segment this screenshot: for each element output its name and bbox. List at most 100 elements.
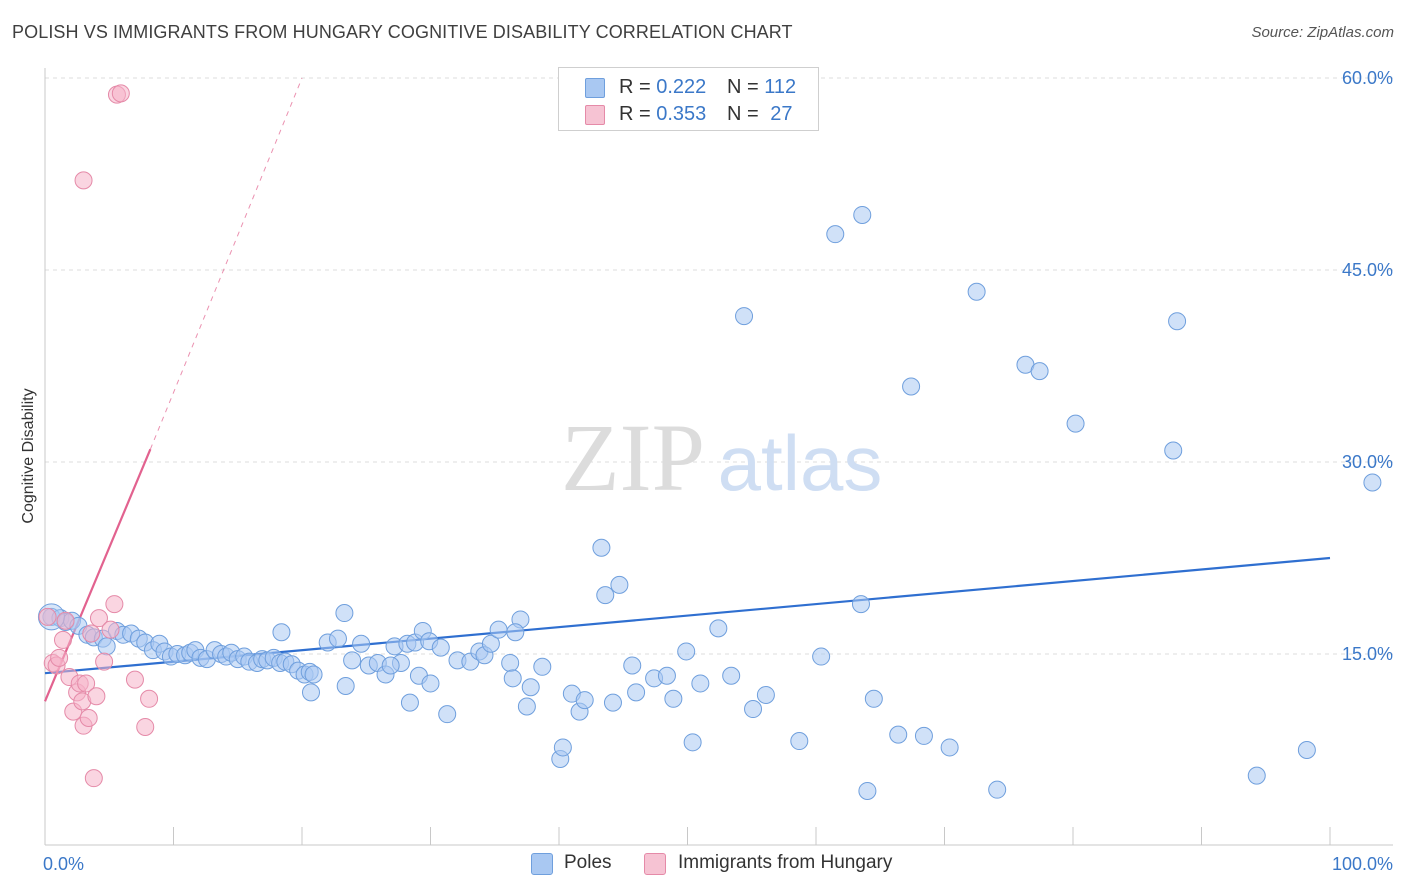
hungary-point [74, 171, 93, 190]
y-tick-label: 15.0% [1342, 644, 1393, 664]
hungary-swatch [644, 853, 666, 875]
poles-point [858, 781, 877, 800]
hungary-point [53, 630, 72, 649]
poles-point [889, 725, 908, 744]
poles-point [914, 726, 933, 745]
poles-point [438, 705, 457, 724]
poles-point [864, 689, 883, 708]
hungary-point [82, 624, 101, 643]
poles-point [691, 674, 710, 693]
x-tick-label: 0.0% [43, 854, 84, 874]
poles-point [328, 629, 347, 648]
poles-point [657, 666, 676, 685]
poles-point [489, 620, 508, 639]
y-tick-label: 45.0% [1342, 260, 1393, 280]
y-tick-label: 60.0% [1342, 68, 1393, 88]
poles-point [335, 604, 354, 623]
legend-r-label: R = [619, 76, 651, 98]
legend-row-poles: R = 0.222 N = 112 [559, 74, 818, 100]
poles-point [790, 732, 809, 751]
hungary-point [87, 687, 106, 706]
hungary-point [38, 607, 57, 626]
watermark-zip: ZIP [561, 404, 705, 511]
poles-point [664, 689, 683, 708]
poles-point [709, 619, 728, 638]
poles-points [37, 205, 1382, 800]
hungary-point [105, 595, 124, 614]
poles-point [967, 282, 986, 301]
x-tick-labels: 0.0% 100.0% [43, 854, 1393, 874]
poles-point [627, 683, 646, 702]
poles-point [735, 307, 754, 326]
hungary-point [79, 709, 98, 727]
legend-label-hungary: Immigrants from Hungary [678, 852, 893, 873]
y-axis-label: Cognitive Disability [20, 388, 37, 523]
hungary-points [38, 84, 159, 788]
hungary-trend-extension [149, 77, 303, 450]
hungary-point [56, 611, 75, 630]
poles-point [812, 647, 831, 666]
hungary-point [125, 670, 144, 689]
poles-point [756, 685, 775, 704]
legend-n-label: N = [727, 103, 759, 125]
poles-point [481, 634, 500, 653]
poles-point [431, 638, 450, 657]
watermark: ZIP atlas [561, 404, 882, 511]
legend-label-poles: Poles [564, 852, 612, 873]
legend-r-value: 0.222 [656, 76, 707, 98]
axes [44, 68, 1393, 846]
poles-point [677, 642, 696, 661]
poles-point [826, 225, 845, 244]
poles-point [592, 538, 611, 557]
poles-point [1030, 362, 1049, 381]
poles-point [352, 634, 371, 653]
poles-point [1363, 473, 1382, 492]
poles-point [421, 674, 440, 693]
poles-point [304, 665, 323, 684]
poles-point [575, 691, 594, 710]
y-tick-label: 30.0% [1342, 452, 1393, 472]
poles-point [1066, 414, 1085, 433]
hungary-point [95, 652, 114, 671]
poles-point [553, 738, 572, 757]
watermark-atlas: atlas [718, 419, 883, 507]
legend-n-label: N = [727, 76, 759, 98]
legend-r-value: 0.353 [656, 103, 707, 125]
chart-source: Source: ZipAtlas.com [1251, 24, 1394, 41]
poles-point [1247, 766, 1266, 785]
poles-point [343, 651, 362, 670]
poles-point [301, 683, 320, 702]
poles-point [501, 653, 520, 672]
legend-r-label: R = [619, 103, 651, 125]
poles-point [400, 693, 419, 712]
poles-point [744, 700, 763, 719]
y-tick-labels: 15.0% 30.0% 45.0% 60.0% [1342, 68, 1393, 664]
x-tick-label: 100.0% [1332, 854, 1393, 874]
legend-n-value: 27 [770, 103, 793, 125]
poles-point [1164, 441, 1183, 460]
poles-point [381, 656, 400, 675]
poles-point [1297, 741, 1316, 759]
hungary-point [111, 84, 130, 103]
poles-swatch [531, 853, 553, 875]
grid-lines [45, 77, 1393, 655]
poles-point [603, 693, 622, 712]
poles-point [722, 666, 741, 685]
poles-point [902, 377, 921, 396]
poles-point [853, 205, 872, 224]
hungary-point [136, 717, 155, 736]
chart-title: POLISH VS IMMIGRANTS FROM HUNGARY COGNIT… [12, 22, 793, 42]
trend-lines [43, 77, 1331, 702]
hungary-point [89, 609, 108, 628]
poles-point [97, 637, 116, 656]
poles-point [517, 697, 536, 716]
poles-point [506, 623, 525, 642]
correlation-legend: R = 0.222 N = 112 R = 0.353 N = 27 [558, 67, 819, 131]
poles-point [521, 678, 540, 697]
poles-point [851, 595, 870, 614]
poles-point [272, 623, 291, 642]
poles-swatch [585, 78, 605, 98]
poles-point [1168, 312, 1187, 331]
poles-point [683, 733, 702, 752]
